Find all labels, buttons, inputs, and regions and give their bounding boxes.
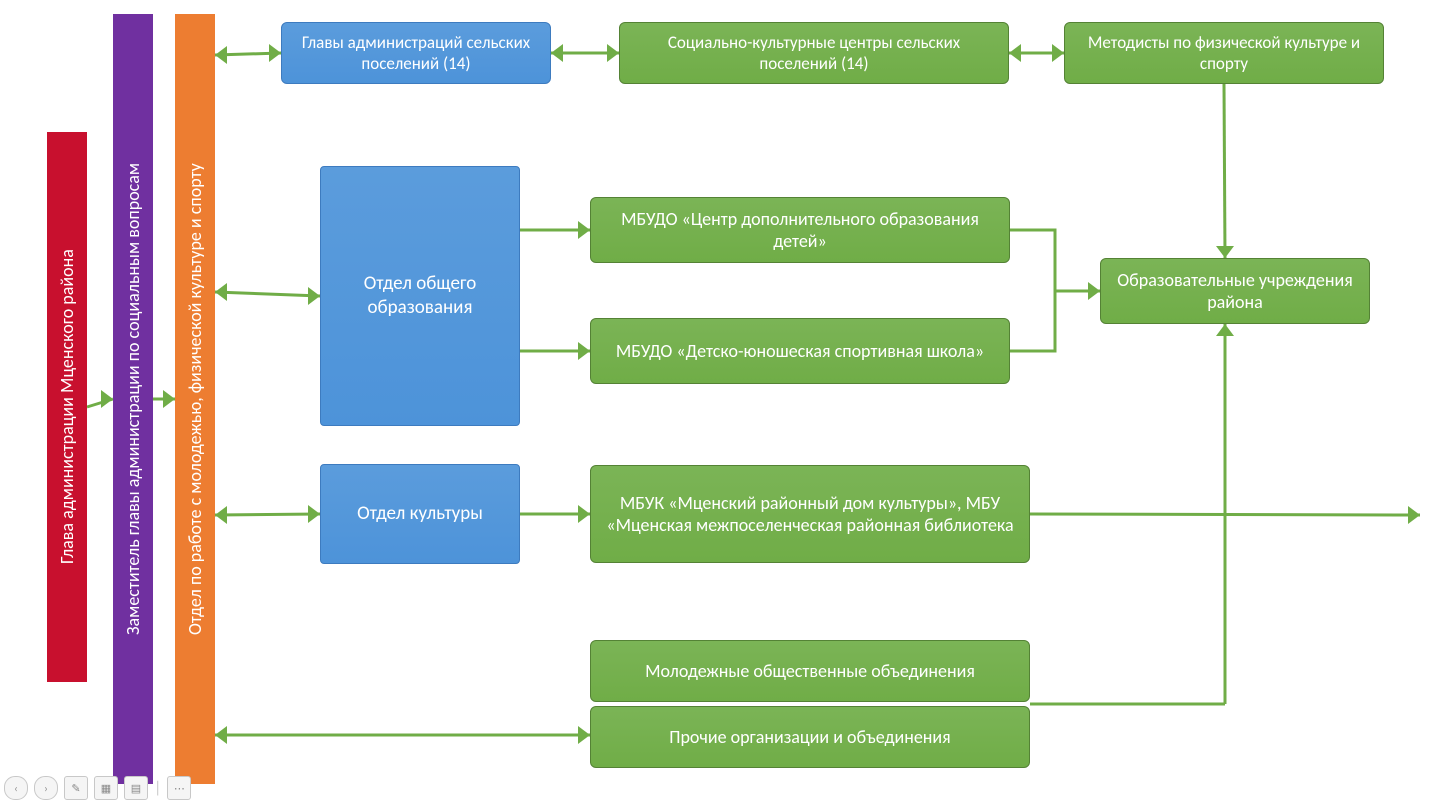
slide-sorter-button[interactable]: ▤ — [124, 776, 148, 800]
grid-icon: ▦ — [101, 782, 111, 795]
node-admin-heads: Главы администраций сельских поселений (… — [281, 22, 551, 84]
node-other-orgs: Прочие организации и объединения — [590, 706, 1030, 768]
slides-icon: ▤ — [131, 782, 141, 795]
vbar-head-label: Глава администрации Мценского района — [56, 250, 79, 565]
node-dept-culture: Отдел культуры — [320, 464, 520, 564]
vbar-deputy-label: Заместитель главы администрации по социа… — [122, 163, 145, 635]
toolbar-divider: | — [154, 779, 161, 798]
pen-icon: ✎ — [71, 782, 80, 795]
node-socio-centers: Социально-культурные центры сельских пос… — [619, 22, 1009, 84]
node-methodists: Методисты по физической культуре и спорт… — [1064, 22, 1384, 84]
nav-forward-button[interactable]: › — [34, 776, 58, 800]
node-dept-education: Отдел общего образования — [320, 166, 520, 426]
grid-view-button[interactable]: ▦ — [94, 776, 118, 800]
slide-toolbar: ‹ › ✎ ▦ ▤ | ⋯ — [4, 776, 191, 800]
pen-button[interactable]: ✎ — [64, 776, 88, 800]
node-youth-orgs: Молодежные общественные объединения — [590, 640, 1030, 702]
node-mbudo-cdo: МБУДО «Центр дополнительного образования… — [590, 197, 1010, 263]
vbar-deputy-social: Заместитель главы администрации по социа… — [113, 14, 153, 784]
more-icon: ⋯ — [174, 782, 185, 795]
nav-back-button[interactable]: ‹ — [4, 776, 28, 800]
more-options-button[interactable]: ⋯ — [167, 776, 191, 800]
node-edu-orgs: Образовательные учреждения района — [1100, 258, 1370, 324]
vbar-head-admin: Глава администрации Мценского района — [47, 132, 87, 682]
vbar-youth-sport-dept: Отдел по работе с молодежью, физической … — [175, 14, 215, 784]
vbar-dept-label: Отдел по работе с молодежью, физической … — [184, 163, 207, 635]
node-mbudo-sport: МБУДО «Детско-юношеская спортивная школа… — [590, 318, 1010, 384]
node-mbuk: МБУК «Мценский районный дом культуры», М… — [590, 465, 1030, 563]
